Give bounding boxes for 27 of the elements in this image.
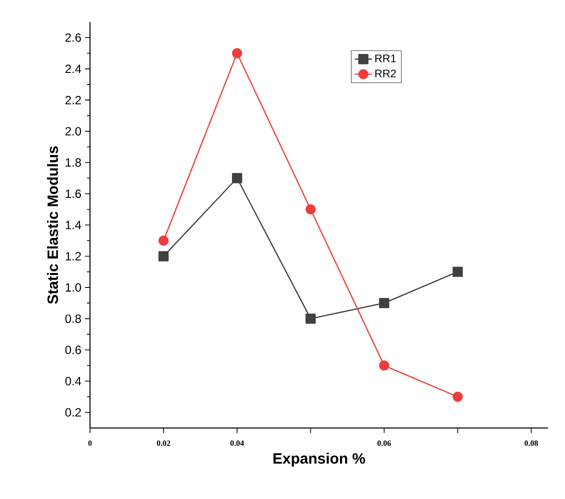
y-tick-label: 1.6 bbox=[66, 190, 81, 198]
y-tick-label: 0.4 bbox=[65, 376, 82, 386]
point bbox=[158, 236, 169, 246]
point bbox=[306, 204, 316, 214]
y-tick-label: 2.0 bbox=[65, 127, 82, 136]
y-tick-label: 1.2 bbox=[66, 252, 81, 260]
y-tick-label: 2.6 bbox=[65, 33, 81, 42]
point bbox=[452, 392, 463, 402]
point bbox=[379, 360, 390, 371]
y-tick-label: 1.8 bbox=[66, 158, 81, 167]
y-tick-label: 0.2 bbox=[65, 408, 81, 417]
y-tick-label: 1.0 bbox=[66, 283, 82, 292]
y-tick-label: 0.8 bbox=[65, 314, 81, 323]
point bbox=[158, 251, 169, 262]
y-tick-label: 2.2 bbox=[65, 96, 81, 104]
legend-label: RR1 bbox=[375, 54, 396, 62]
y-axis-title: Static Elastic Modulus bbox=[47, 146, 58, 304]
point bbox=[232, 173, 242, 184]
point bbox=[232, 48, 242, 58]
y-tick-label: 1.4 bbox=[66, 220, 82, 230]
point bbox=[452, 266, 463, 277]
legend-label: RR2 bbox=[375, 70, 396, 78]
y-tick-label: 2.4 bbox=[65, 64, 82, 74]
point bbox=[306, 314, 316, 324]
point bbox=[379, 298, 390, 308]
x-axis-title: Expansion % bbox=[274, 452, 366, 467]
y-tick-label: 0.6 bbox=[65, 346, 81, 354]
